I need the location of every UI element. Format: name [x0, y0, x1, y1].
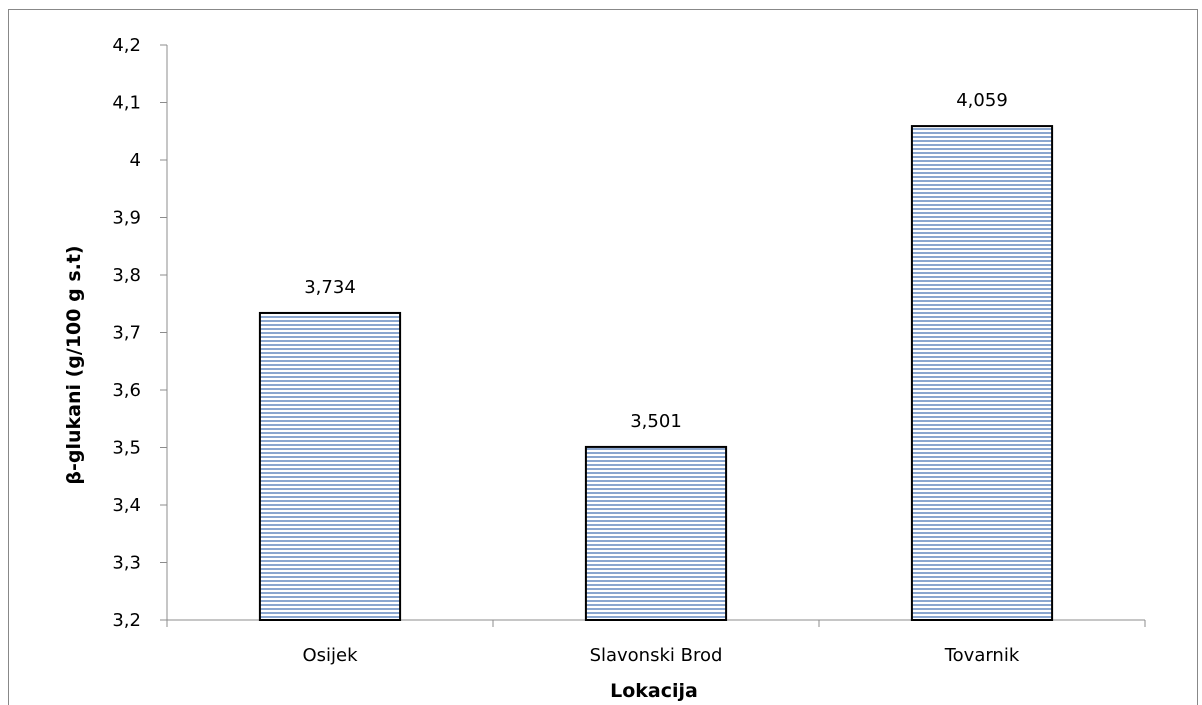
bar	[258, 311, 402, 621]
x-tick-label: Slavonski Brod	[590, 645, 723, 666]
bar-value-label: 3,501	[630, 411, 682, 432]
y-tick-label: 3,3	[112, 553, 141, 574]
y-tick-label: 3,7	[112, 323, 141, 344]
bar	[910, 125, 1054, 621]
y-tick-label: 3,6	[112, 380, 141, 401]
y-tick-label: 4,1	[112, 93, 141, 114]
y-tick-label: 3,4	[112, 495, 141, 516]
y-tick-label: 3,5	[112, 438, 141, 459]
bar	[584, 445, 728, 621]
bar-value-label: 4,059	[956, 90, 1008, 111]
y-axis-title: β-glukani (g/100 g s.t)	[63, 245, 85, 484]
y-tick-label: 3,9	[112, 208, 141, 229]
x-tick-label: Tovarnik	[944, 645, 1020, 666]
y-tick-label: 4,2	[112, 35, 141, 56]
x-tick-label: Osijek	[302, 645, 358, 666]
x-axis: Osijek Slavonski Brod Tovarnik	[166, 619, 1146, 666]
x-axis-title: Lokacija	[610, 680, 698, 702]
y-axis: 3,2 3,3 3,4 3,5 3,6 3,7 3,8 3,9 4 4,1 4,2	[112, 35, 168, 631]
y-tick-label: 3,2	[112, 610, 141, 631]
bar-value-label: 3,734	[304, 277, 356, 298]
data-labels: 3,734 3,501 4,059	[304, 90, 1008, 432]
y-tick-label: 4	[130, 150, 141, 171]
bars	[258, 125, 1054, 621]
y-tick-label: 3,8	[112, 265, 141, 286]
